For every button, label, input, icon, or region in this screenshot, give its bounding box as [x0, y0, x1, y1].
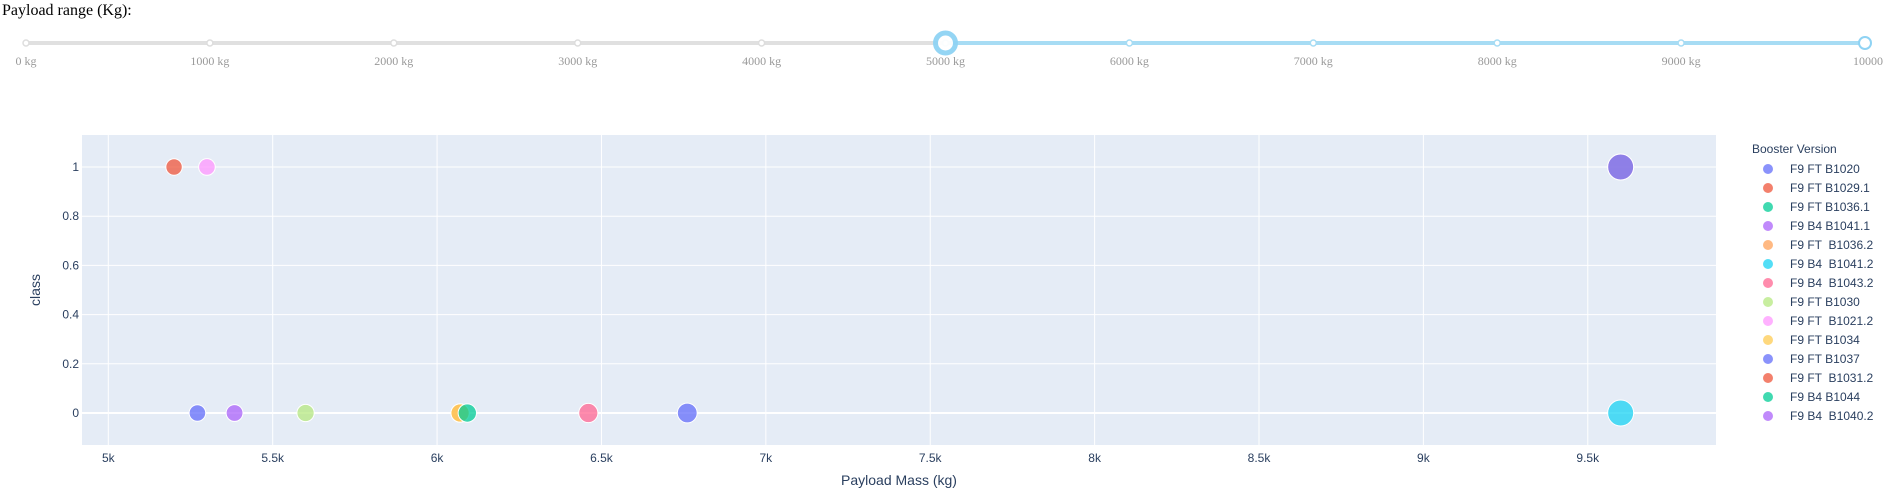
legend-item-label[interactable]: F9 B4 B1041.1	[1790, 219, 1870, 233]
x-tick-label: 6.5k	[590, 451, 614, 465]
x-tick-label: 5.5k	[261, 451, 285, 465]
data-point[interactable]	[165, 158, 183, 176]
legend-marker[interactable]	[1763, 278, 1773, 288]
legend-marker[interactable]	[1763, 392, 1773, 402]
legend-marker[interactable]	[1763, 259, 1773, 269]
legend-marker[interactable]	[1763, 202, 1773, 212]
legend-item-label[interactable]: F9 B4 B1041.2	[1790, 257, 1874, 271]
y-axis-title: class	[27, 274, 43, 306]
slider-mark-label: 2000 kg	[374, 54, 413, 68]
slider-mark-dot	[1309, 39, 1318, 47]
legend-marker[interactable]	[1763, 354, 1773, 364]
data-point[interactable]	[1607, 153, 1635, 181]
slider-mark-label: 10000 kg	[1853, 54, 1886, 68]
data-point[interactable]	[198, 158, 216, 176]
data-point[interactable]	[188, 404, 207, 422]
legend-item-label[interactable]: F9 FT B1030	[1790, 295, 1860, 309]
payload-range-label: Payload range (Kg):	[2, 2, 132, 19]
legend-title: Booster Version	[1752, 142, 1837, 156]
legend-item-label[interactable]: F9 B4 B1044	[1790, 390, 1860, 404]
legend-marker[interactable]	[1763, 316, 1773, 326]
legend-item-label[interactable]: F9 FT B1036.2	[1790, 238, 1873, 252]
legend-item-label[interactable]: F9 FT B1021.2	[1790, 314, 1873, 328]
legend-item-label[interactable]: F9 FT B1036.1	[1790, 200, 1870, 214]
plot-area	[82, 135, 1716, 445]
legend-item-label[interactable]: F9 FT B1034	[1790, 333, 1860, 347]
x-tick-label: 5k	[102, 451, 116, 465]
y-tick-label: 0.4	[62, 308, 79, 322]
x-tick-label: 9k	[1417, 451, 1431, 465]
legend-marker[interactable]	[1763, 411, 1773, 421]
legend-item-label[interactable]: F9 FT B1031.2	[1790, 371, 1873, 385]
x-tick-label: 9.5k	[1576, 451, 1600, 465]
legend-item-label[interactable]: F9 B4 B1040.2	[1790, 409, 1874, 423]
payload-range-slider[interactable]: 0 kg 1000 kg 2000 kg 3000 kg 4000 kg 5000 kg 6…	[0, 0, 1886, 80]
slider-mark-dot	[1493, 39, 1501, 47]
slider-mark-dot	[206, 39, 214, 47]
data-point[interactable]	[296, 403, 315, 423]
data-point[interactable]	[225, 404, 244, 422]
slider-mark-label: 1000 kg	[190, 54, 229, 68]
y-tick-label: 0	[72, 406, 79, 420]
slider-mark-label: 5000 kg	[926, 54, 965, 68]
slider-mark-label: 9000 kg	[1662, 54, 1701, 68]
slider-mark-dot	[757, 39, 766, 47]
slider-mark-dot	[1125, 39, 1134, 47]
slider-handle-max[interactable]	[1858, 36, 1872, 50]
slider-mark-label: 4000 kg	[742, 54, 781, 68]
legend-marker[interactable]	[1763, 183, 1773, 193]
legend-item-label[interactable]: F9 B4 B1043.2	[1790, 276, 1874, 290]
slider-mark-label: 0 kg	[16, 54, 37, 68]
legend-marker[interactable]	[1763, 164, 1773, 174]
x-tick-label: 7k	[760, 451, 774, 465]
data-point[interactable]	[578, 402, 599, 424]
slider-mark-dot	[390, 39, 398, 47]
data-point[interactable]	[1607, 399, 1635, 427]
y-tick-label: 0.8	[62, 209, 79, 223]
x-tick-label: 7.5k	[919, 451, 943, 465]
legend-item-label[interactable]: F9 FT B1037	[1790, 352, 1860, 366]
y-tick-label: 1	[72, 160, 79, 174]
data-point[interactable]	[457, 403, 478, 423]
legend-item-label[interactable]: F9 FT B1029.1	[1790, 181, 1870, 195]
slider-handle-min[interactable]	[933, 30, 958, 56]
legend-marker[interactable]	[1763, 373, 1773, 383]
legend-marker[interactable]	[1763, 221, 1773, 231]
legend-marker[interactable]	[1763, 240, 1773, 250]
legend-marker[interactable]	[1763, 335, 1773, 345]
x-axis-title: Payload Mass (kg)	[841, 472, 957, 488]
x-tick-label: 6k	[431, 451, 445, 465]
y-tick-label: 0.6	[62, 258, 79, 272]
x-tick-label: 8k	[1088, 451, 1102, 465]
x-tick-label: 8.5k	[1248, 451, 1272, 465]
legend-marker[interactable]	[1763, 297, 1773, 307]
data-point[interactable]	[676, 402, 698, 424]
slider-mark-label: 8000 kg	[1478, 54, 1517, 68]
slider-mark-label: 3000 kg	[558, 54, 597, 68]
slider-mark-label: 6000 kg	[1110, 54, 1149, 68]
slider-mark-dot	[22, 39, 30, 47]
y-tick-label: 0.2	[62, 357, 79, 371]
slider-mark-dot	[573, 39, 582, 47]
slider-mark-dot	[1677, 39, 1685, 47]
slider-mark-label: 7000 kg	[1294, 54, 1333, 68]
legend-item-label[interactable]: F9 FT B1020	[1790, 162, 1860, 176]
